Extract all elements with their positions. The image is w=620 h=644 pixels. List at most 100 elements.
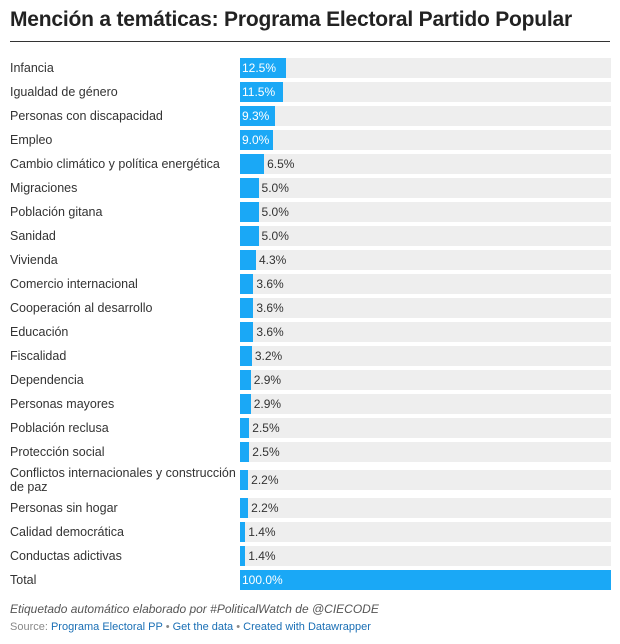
chart-title: Mención a temáticas: Programa Electoral …	[10, 8, 572, 31]
bar-track: 2.9%	[240, 370, 611, 390]
bar	[240, 322, 254, 342]
category-label: Personas con discapacidad	[10, 109, 163, 123]
bar	[240, 394, 251, 414]
bar-track: 2.2%	[240, 498, 611, 518]
bar-track: 2.5%	[240, 442, 611, 462]
value-label: 3.2%	[254, 349, 283, 363]
chart-row: Vivienda 4.3%	[0, 248, 620, 272]
value-label: 3.6%	[256, 277, 284, 291]
chart-row: Cambio climático y política energética 6.…	[0, 152, 620, 176]
bar-track: 1.4%	[240, 546, 611, 566]
bar-track: 2.9%	[240, 394, 611, 414]
bar-track: 5.0%	[240, 178, 611, 198]
bar-track: 5.0%	[240, 202, 611, 222]
value-label: 9.0%	[242, 133, 270, 147]
value-label: 100.0%	[242, 573, 283, 587]
bar-track: 3.6%	[240, 274, 611, 294]
chart-row: Población gitana 5.0%	[0, 200, 620, 224]
value-label: 2.5%	[252, 445, 280, 459]
category-label: Comercio internacional	[10, 277, 138, 291]
category-label: Infancia	[10, 61, 54, 75]
chart-row: Educación 3.6%	[0, 320, 620, 344]
category-label: Personas mayores	[10, 397, 115, 411]
chart-row: Dependencia 2.9%	[0, 368, 620, 392]
bar	[240, 370, 251, 390]
bar-chart: Infancia 12.5% Igualdad de género 11.5% Pers…	[0, 58, 620, 590]
value-label: 3.6%	[256, 325, 284, 339]
value-label: 5.0%	[261, 229, 289, 243]
bar-track: 3.2%	[240, 346, 611, 366]
category-label: Población gitana	[10, 205, 103, 219]
chart-row: Conductas adictivas 1.4%	[0, 544, 620, 568]
bar	[240, 250, 256, 270]
category-label: Vivienda	[10, 253, 58, 267]
category-label: Educación	[10, 325, 69, 339]
bar-track: 100.0%	[240, 570, 611, 590]
chart-row: Conflictos internacionales y construcció…	[0, 464, 620, 496]
category-label: Población reclusa	[10, 421, 109, 435]
category-label: Cooperación al desarrollo	[10, 301, 153, 315]
bar	[240, 106, 275, 126]
chart-row: Personas sin hogar 2.2%	[0, 496, 620, 520]
chart-row: Protección social 2.5%	[0, 440, 620, 464]
datawrapper-link[interactable]: Created with Datawrapper	[243, 621, 371, 633]
source-separator: •	[162, 621, 173, 633]
category-label: Conductas adictivas	[10, 549, 122, 563]
bar-track: 11.5%	[240, 82, 611, 102]
value-label: 11.5%	[242, 85, 276, 99]
bar	[240, 546, 246, 566]
category-label: Conflictos internacionales y construcció…	[10, 466, 236, 494]
bar-track: 5.0%	[240, 226, 611, 246]
title-divider	[10, 41, 610, 42]
bar	[240, 298, 254, 318]
value-label: 5.0%	[261, 181, 289, 195]
chart-row: Fiscalidad 3.2%	[0, 344, 620, 368]
value-label: 9.3%	[242, 109, 270, 123]
bar	[240, 570, 611, 590]
bar-track: 1.4%	[240, 522, 611, 542]
bar	[240, 58, 287, 78]
bar	[240, 418, 250, 438]
source-link[interactable]: Programa Electoral PP	[50, 621, 163, 633]
category-label: Protección social	[10, 445, 105, 459]
bar	[240, 470, 249, 490]
chart-row: Población reclusa 2.5%	[0, 416, 620, 440]
category-label: Personas sin hogar	[10, 501, 118, 515]
source-prefix: Source:	[10, 621, 51, 633]
chart-row: Personas con discapacidad 9.3%	[0, 104, 620, 128]
bar	[240, 130, 274, 150]
bar	[240, 274, 254, 294]
category-label: Calidad democrática	[10, 525, 124, 539]
bar-track: 3.6%	[240, 298, 611, 318]
value-label: 6.5%	[267, 157, 295, 171]
bar	[240, 202, 259, 222]
value-label: 12.5%	[242, 61, 277, 75]
bar-track: 9.0%	[240, 130, 611, 150]
category-label: Fiscalidad	[10, 349, 67, 363]
value-label: 1.4%	[248, 525, 276, 539]
category-label: Sanidad	[10, 229, 56, 243]
bar-track: 3.6%	[240, 322, 611, 342]
value-label: 2.2%	[251, 473, 279, 487]
category-label: Migraciones	[10, 181, 78, 195]
value-label: 3.6%	[256, 301, 284, 315]
bar-track: 2.5%	[240, 418, 611, 438]
chart-row: Igualdad de género 11.5%	[0, 80, 620, 104]
value-label: 5.0%	[261, 205, 289, 219]
bar	[240, 226, 259, 246]
bar	[240, 522, 246, 542]
value-label: 1.4%	[248, 549, 276, 563]
category-label: Igualdad de género	[10, 85, 118, 99]
chart-row: Calidad democrática 1.4%	[0, 520, 620, 544]
bar	[240, 154, 265, 174]
value-label: 2.9%	[253, 373, 282, 387]
value-label: 2.5%	[252, 421, 280, 435]
value-label: 2.9%	[253, 397, 282, 411]
bar	[240, 442, 250, 462]
get-data-link[interactable]: Get the data	[172, 621, 234, 633]
category-label: Empleo	[10, 133, 53, 147]
chart-notes: Etiquetado automático elaborado por #Pol…	[10, 602, 379, 616]
category-label: Cambio climático y política energética	[10, 157, 220, 171]
bar	[240, 178, 259, 198]
source-separator: •	[233, 621, 244, 633]
